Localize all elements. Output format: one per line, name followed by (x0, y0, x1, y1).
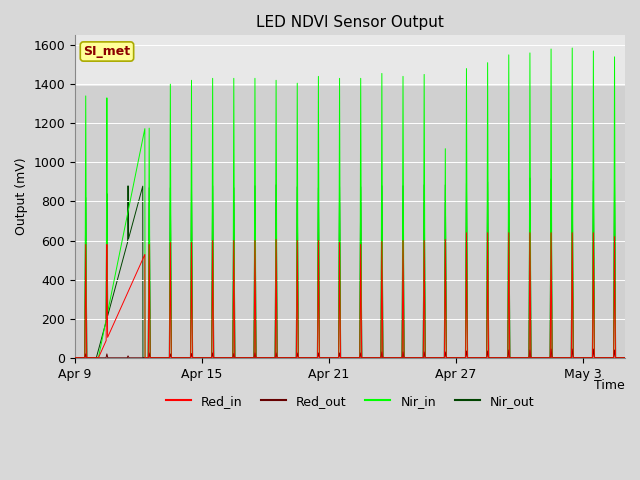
Text: Time: Time (595, 379, 625, 392)
Legend: Red_in, Red_out, Nir_in, Nir_out: Red_in, Red_out, Nir_in, Nir_out (161, 390, 540, 413)
Text: SI_met: SI_met (83, 45, 131, 58)
Bar (75, 36, 625, 86)
Title: LED NDVI Sensor Output: LED NDVI Sensor Output (256, 15, 444, 30)
Y-axis label: Output (mV): Output (mV) (15, 158, 28, 235)
